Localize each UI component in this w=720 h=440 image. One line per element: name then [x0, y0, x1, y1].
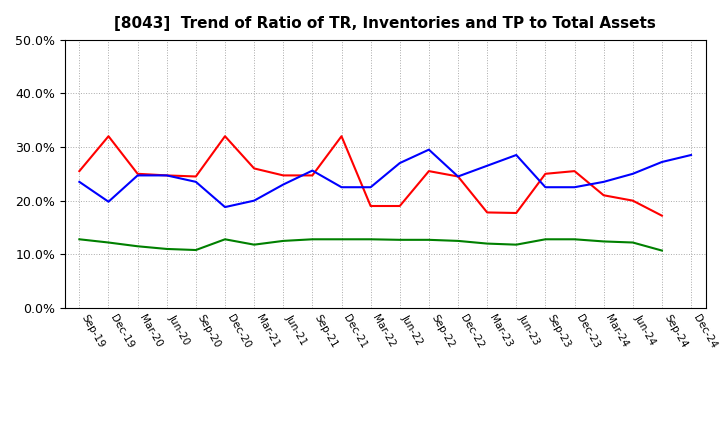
Trade Receivables	[279, 173, 287, 178]
Inventories	[163, 173, 171, 178]
Inventories	[366, 185, 375, 190]
Trade Payables	[599, 239, 608, 244]
Inventories	[220, 205, 229, 210]
Inventories	[104, 199, 113, 204]
Inventories	[192, 179, 200, 184]
Trade Payables	[163, 246, 171, 252]
Trade Receivables	[337, 134, 346, 139]
Trade Payables	[250, 242, 258, 247]
Inventories	[395, 161, 404, 166]
Trade Payables	[279, 238, 287, 244]
Trade Payables	[425, 237, 433, 242]
Trade Receivables	[220, 134, 229, 139]
Line: Trade Payables: Trade Payables	[79, 239, 662, 250]
Inventories	[570, 185, 579, 190]
Inventories	[541, 185, 550, 190]
Line: Inventories: Inventories	[79, 150, 691, 207]
Trade Receivables	[657, 213, 666, 218]
Trade Receivables	[163, 173, 171, 178]
Inventories	[133, 173, 142, 178]
Trade Payables	[133, 244, 142, 249]
Inventories	[629, 171, 637, 176]
Inventories	[425, 147, 433, 152]
Trade Receivables	[104, 134, 113, 139]
Trade Payables	[104, 240, 113, 245]
Trade Payables	[657, 248, 666, 253]
Inventories	[657, 159, 666, 165]
Trade Payables	[308, 237, 317, 242]
Trade Receivables	[512, 210, 521, 216]
Trade Receivables	[75, 169, 84, 174]
Trade Payables	[75, 237, 84, 242]
Trade Payables	[220, 237, 229, 242]
Trade Payables	[337, 237, 346, 242]
Inventories	[75, 179, 84, 184]
Inventories	[687, 152, 696, 158]
Trade Receivables	[541, 171, 550, 176]
Inventories	[250, 198, 258, 203]
Inventories	[454, 174, 462, 179]
Inventories	[512, 152, 521, 158]
Trade Payables	[570, 237, 579, 242]
Trade Payables	[192, 247, 200, 253]
Trade Payables	[483, 241, 492, 246]
Trade Receivables	[395, 203, 404, 209]
Inventories	[599, 179, 608, 184]
Trade Payables	[629, 240, 637, 245]
Trade Receivables	[425, 169, 433, 174]
Title: [8043]  Trend of Ratio of TR, Inventories and TP to Total Assets: [8043] Trend of Ratio of TR, Inventories…	[114, 16, 656, 32]
Trade Receivables	[454, 174, 462, 179]
Trade Receivables	[599, 193, 608, 198]
Inventories	[337, 185, 346, 190]
Trade Receivables	[308, 173, 317, 178]
Trade Payables	[512, 242, 521, 247]
Trade Receivables	[366, 203, 375, 209]
Trade Payables	[395, 237, 404, 242]
Trade Payables	[541, 237, 550, 242]
Trade Payables	[366, 237, 375, 242]
Trade Receivables	[192, 174, 200, 179]
Trade Receivables	[133, 171, 142, 176]
Inventories	[483, 163, 492, 169]
Trade Receivables	[570, 169, 579, 174]
Line: Trade Receivables: Trade Receivables	[79, 136, 662, 216]
Inventories	[279, 182, 287, 187]
Inventories	[308, 168, 317, 173]
Trade Receivables	[629, 198, 637, 203]
Trade Receivables	[483, 210, 492, 215]
Trade Payables	[454, 238, 462, 244]
Trade Receivables	[250, 166, 258, 171]
